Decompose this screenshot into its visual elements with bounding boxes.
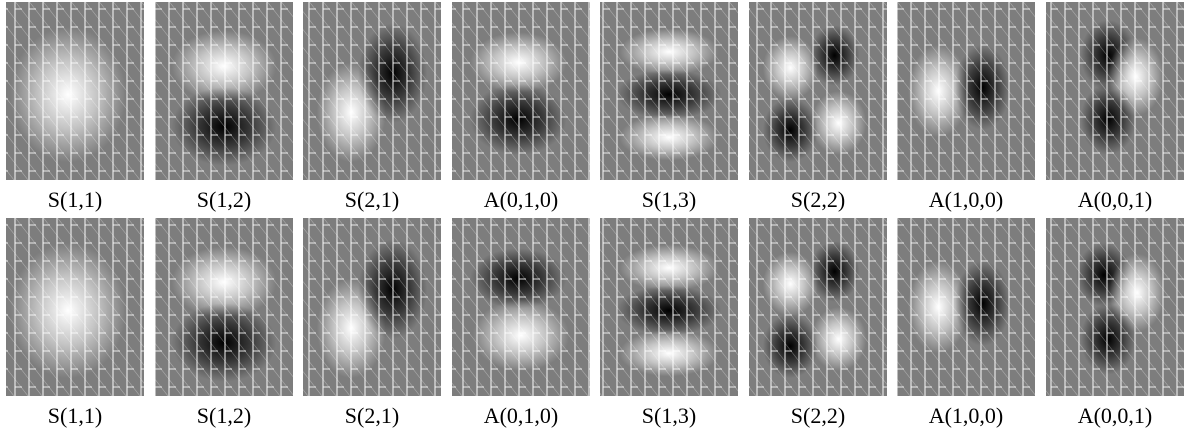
mode-panel [6, 2, 144, 180]
mode-panel [155, 2, 293, 180]
mesh-overlay [452, 2, 590, 180]
mode-label: S(1,2) [197, 187, 251, 212]
mode-panel [303, 218, 441, 396]
mode-panel [600, 218, 738, 396]
mode-panel [452, 2, 590, 180]
mode-label: S(2,1) [345, 187, 399, 212]
mode-panel [155, 218, 293, 396]
mode-panel [1046, 2, 1184, 180]
mode-panel [897, 2, 1035, 180]
mesh-overlay [155, 218, 293, 396]
mesh-overlay [303, 2, 441, 180]
mesh-overlay [1046, 2, 1184, 180]
mesh-overlay [600, 2, 738, 180]
mesh-overlay [303, 218, 441, 396]
mode-label: S(1,2) [197, 403, 251, 428]
mesh-overlay [155, 2, 293, 180]
mode-label: S(1,3) [642, 187, 696, 212]
mode-panel [749, 218, 887, 396]
mesh-overlay [749, 218, 887, 396]
mode-label: A(0,1,0) [484, 187, 559, 212]
mode-label: S(1,1) [48, 187, 102, 212]
mode-panel [897, 218, 1035, 396]
mesh-overlay [749, 2, 887, 180]
mode-label: S(2,1) [345, 403, 399, 428]
mode-panel [6, 218, 144, 396]
mesh-overlay [897, 2, 1035, 180]
mode-label: S(2,2) [791, 403, 845, 428]
mode-panel [749, 2, 887, 180]
mode-label: A(0,0,1) [1078, 403, 1153, 428]
mesh-overlay [897, 218, 1035, 396]
mode-panel [600, 2, 738, 180]
mode-label: A(1,0,0) [929, 187, 1004, 212]
mode-label: S(2,2) [791, 187, 845, 212]
mode-label: S(1,3) [642, 403, 696, 428]
mesh-overlay [1046, 218, 1184, 396]
mode-label: A(0,1,0) [484, 403, 559, 428]
mesh-overlay [6, 2, 144, 180]
mode-panel [303, 2, 441, 180]
mesh-overlay [6, 218, 144, 396]
mode-panel [452, 218, 590, 396]
mode-panel [1046, 218, 1184, 396]
mesh-overlay [600, 218, 738, 396]
mode-label: S(1,1) [48, 403, 102, 428]
mode-label: A(1,0,0) [929, 403, 1004, 428]
mode-label: A(0,0,1) [1078, 187, 1153, 212]
mesh-overlay [452, 218, 590, 396]
